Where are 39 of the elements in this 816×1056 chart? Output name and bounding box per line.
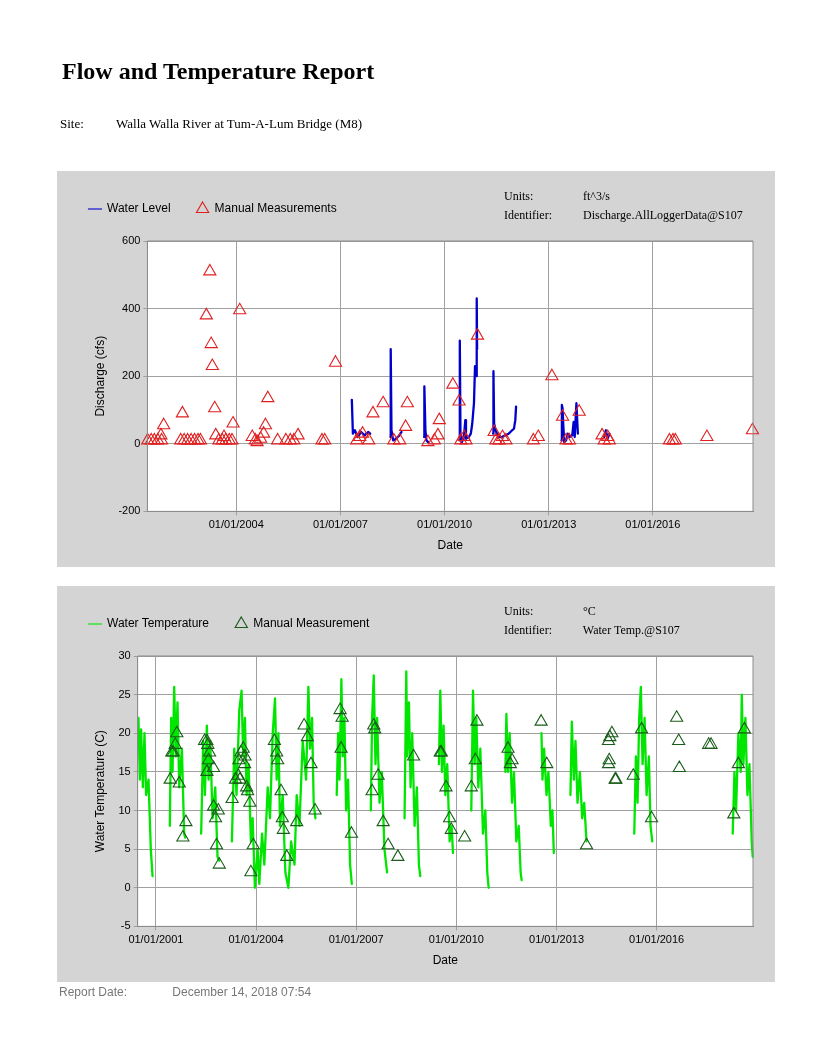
x-tick-label: 01/01/2004 xyxy=(228,933,284,946)
y-tick-label: 30 xyxy=(118,649,131,662)
y-tick-label: 15 xyxy=(118,764,131,777)
x-tick-label: 01/01/2013 xyxy=(521,518,577,531)
y-tick-label: 5 xyxy=(124,842,131,855)
x-axis-title: Date xyxy=(432,953,459,968)
legend-label: Manual Measurement xyxy=(253,616,370,631)
x-tick-label: 01/01/2004 xyxy=(208,518,264,531)
x-tick-label: 01/01/2010 xyxy=(428,933,484,946)
x-tick-label: 01/01/2016 xyxy=(629,933,685,946)
text: Units: °C xyxy=(504,604,596,618)
x-tick-label: 01/01/2007 xyxy=(328,933,384,946)
text: Identifier: Water Temp.@S107 xyxy=(504,623,680,637)
legend-label: Water Level xyxy=(107,201,171,216)
legend-label: Water Temperature xyxy=(107,616,210,631)
text: Units: ft^3/s xyxy=(504,189,610,203)
y-tick-label: -200 xyxy=(118,504,141,517)
y-tick-label: 400 xyxy=(122,301,141,314)
x-tick-label: 01/01/2007 xyxy=(312,518,368,531)
y-tick-label: 600 xyxy=(122,234,141,247)
text: Site: Walla Walla River at Tum-A-Lum Bridge (M8) xyxy=(60,116,363,131)
x-tick-label: 01/01/2016 xyxy=(625,518,681,531)
y-tick-label: 10 xyxy=(118,803,131,816)
x-tick-label: 01/01/2013 xyxy=(529,933,585,946)
text: Identifier: Discharge.AllLoggerData@S107 xyxy=(504,208,743,222)
y-axis-title: Water Temperature (C) xyxy=(92,730,107,853)
y-tick-label: -5 xyxy=(120,919,131,932)
text: Report Date: December 14, 2018 07:54 xyxy=(59,985,312,999)
y-tick-label: 200 xyxy=(122,369,141,382)
x-tick-label: 01/01/2010 xyxy=(417,518,473,531)
y-tick-label: 20 xyxy=(118,726,131,739)
chart-title: Flow and Temperature Report xyxy=(62,58,375,85)
y-axis-title: Discharge (cfs) xyxy=(92,335,107,417)
y-tick-label: 25 xyxy=(118,687,131,700)
x-axis-title: Date xyxy=(437,538,464,553)
legend-label: Manual Measurements xyxy=(214,201,337,216)
y-tick-label: 0 xyxy=(124,880,131,893)
x-tick-label: 01/01/2001 xyxy=(128,933,184,946)
y-tick-label: 0 xyxy=(134,436,141,449)
